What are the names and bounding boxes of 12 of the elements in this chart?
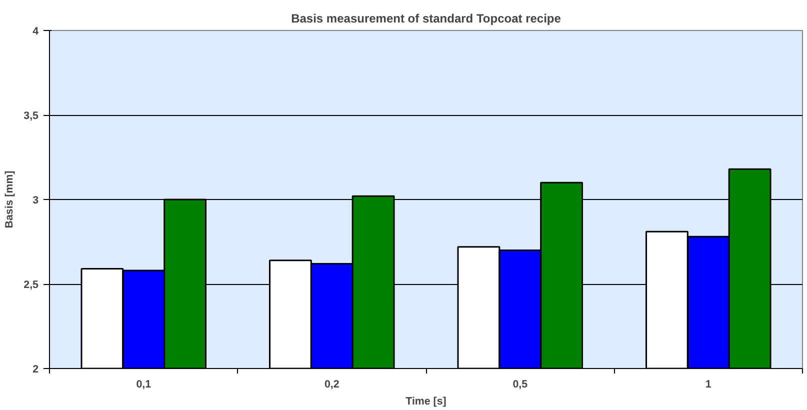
x-axis-title: Time [s] <box>406 396 446 408</box>
x-tick-label: 0,1 <box>136 378 152 390</box>
y-tick-label: 3,5 <box>24 110 39 122</box>
y-tick-label: 2 <box>32 364 39 376</box>
x-tick-label: 0,5 <box>512 378 528 390</box>
chart-title: Basis measurement of standard Topcoat recipe <box>291 12 562 26</box>
y-tick-label: 3 <box>32 194 39 206</box>
x-tick-label: 0,2 <box>324 378 340 390</box>
y-tick-label: 4 <box>32 26 39 38</box>
x-tick-label: 1 <box>705 378 712 390</box>
y-tick-label: 2,5 <box>24 279 39 291</box>
y-axis-title: Basis [mm] <box>4 170 16 228</box>
